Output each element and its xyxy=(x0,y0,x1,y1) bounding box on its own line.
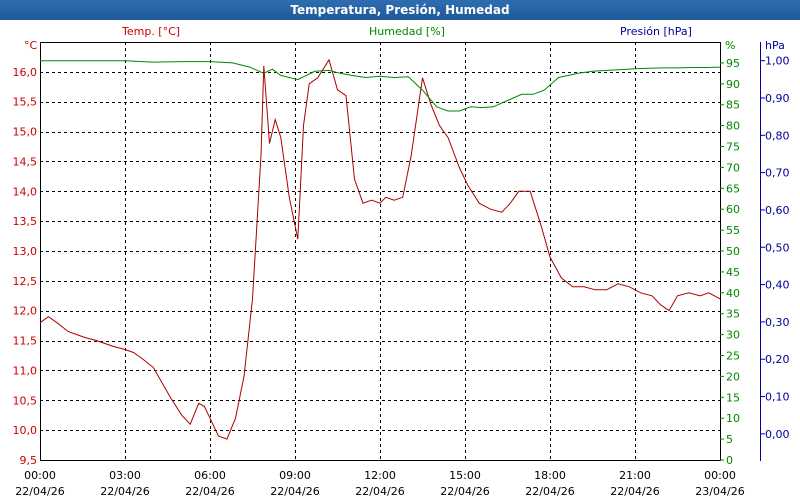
series-line-temp xyxy=(39,58,721,440)
hum-tick-label: 45 xyxy=(726,266,740,279)
hum-tick-label: 85 xyxy=(726,99,740,112)
hum-tick-label: 10 xyxy=(726,412,740,425)
temp-tick-label: 11,5 xyxy=(13,335,38,348)
temp-tick-label: 13,5 xyxy=(13,215,38,228)
x-tick-date: 22/04/26 xyxy=(525,485,574,498)
x-tick-time: 03:00 xyxy=(109,469,141,482)
temp-tick-label: 10,5 xyxy=(13,394,38,407)
temp-tick-label: 15,5 xyxy=(13,96,38,109)
hum-tick-label: 60 xyxy=(726,203,740,216)
hum-tick-label: 95 xyxy=(726,57,740,70)
hum-tick-label: 25 xyxy=(726,350,740,363)
pres-tick-label: 0,60 xyxy=(765,204,790,217)
hum-tick-label: 0 xyxy=(726,454,733,467)
pres-tick-label: 0,20 xyxy=(765,353,790,366)
x-tick-date: 22/04/26 xyxy=(610,485,659,498)
hum-tick-label: 5 xyxy=(726,433,733,446)
pres-tick-label: 0,30 xyxy=(765,316,790,329)
hum-tick-label: 65 xyxy=(726,182,740,195)
temp-tick-label: 12,0 xyxy=(13,305,38,318)
hum-tick-label: 75 xyxy=(726,141,740,154)
temp-tick-label: 15,0 xyxy=(13,126,38,139)
x-tick-time: 00:00 xyxy=(704,469,736,482)
series-lines xyxy=(39,58,721,440)
pres-tick-label: 0,40 xyxy=(765,279,790,292)
x-tick-date: 22/04/26 xyxy=(15,485,64,498)
hum-unit-label: % xyxy=(725,39,735,52)
grid xyxy=(40,42,720,461)
pres-tick-label: 0,70 xyxy=(765,167,790,180)
hum-axis-label: Humedad [%] xyxy=(369,25,445,38)
temp-tick-label: 12,5 xyxy=(13,275,38,288)
x-tick-time: 15:00 xyxy=(449,469,481,482)
series-line-hum xyxy=(40,60,721,112)
hum-tick-label: 20 xyxy=(726,370,740,383)
x-tick-date: 23/04/26 xyxy=(695,485,744,498)
hum-tick-label: 30 xyxy=(726,329,740,342)
chart-title: Temperatura, Presión, Humedad xyxy=(0,0,800,20)
temp-axis-label: Temp. [°C] xyxy=(121,25,180,38)
pres-tick-label: 0,00 xyxy=(765,428,790,441)
temp-unit-label: °C xyxy=(24,39,38,52)
temp-tick-label: 9,5 xyxy=(20,454,38,467)
x-tick-date: 22/04/26 xyxy=(185,485,234,498)
x-tick-date: 22/04/26 xyxy=(355,485,404,498)
x-tick-time: 12:00 xyxy=(364,469,396,482)
hum-tick-label: 35 xyxy=(726,308,740,321)
x-tick-time: 00:00 xyxy=(24,469,56,482)
hum-tick-label: 70 xyxy=(726,161,740,174)
temp-tick-label: 14,0 xyxy=(13,185,38,198)
hum-tick-label: 50 xyxy=(726,245,740,258)
pres-axis-label: Presión [hPa] xyxy=(620,25,692,38)
pres-tick-label: 0,90 xyxy=(765,92,790,105)
pres-tick-label: 0,50 xyxy=(765,241,790,254)
temp-tick-label: 10,0 xyxy=(13,424,38,437)
pres-tick-label: 0,10 xyxy=(765,391,790,404)
pres-unit-label: hPa xyxy=(765,39,785,52)
x-tick-date: 22/04/26 xyxy=(100,485,149,498)
x-tick-date: 22/04/26 xyxy=(270,485,319,498)
temp-tick-label: 13,0 xyxy=(13,245,38,258)
temp-tick-label: 16,0 xyxy=(13,66,38,79)
hum-tick-label: 15 xyxy=(726,391,740,404)
x-tick-date: 22/04/26 xyxy=(440,485,489,498)
hum-tick-label: 80 xyxy=(726,120,740,133)
x-tick-time: 06:00 xyxy=(194,469,226,482)
hum-tick-label: 90 xyxy=(726,78,740,91)
temp-tick-label: 11,0 xyxy=(13,364,38,377)
axis-ticks: 00:00 22/04/26 03:00 22/04/26 06:00 22/04/26 0… xyxy=(13,55,790,498)
x-tick-time: 18:00 xyxy=(534,469,566,482)
x-tick-time: 09:00 xyxy=(279,469,311,482)
hum-tick-label: 55 xyxy=(726,224,740,237)
temp-tick-label: 14,5 xyxy=(13,155,38,168)
pres-tick-label: 0,80 xyxy=(765,129,790,142)
pres-tick-label: 1,00 xyxy=(765,55,790,68)
x-tick-time: 21:00 xyxy=(619,469,651,482)
hum-tick-label: 40 xyxy=(726,287,740,300)
